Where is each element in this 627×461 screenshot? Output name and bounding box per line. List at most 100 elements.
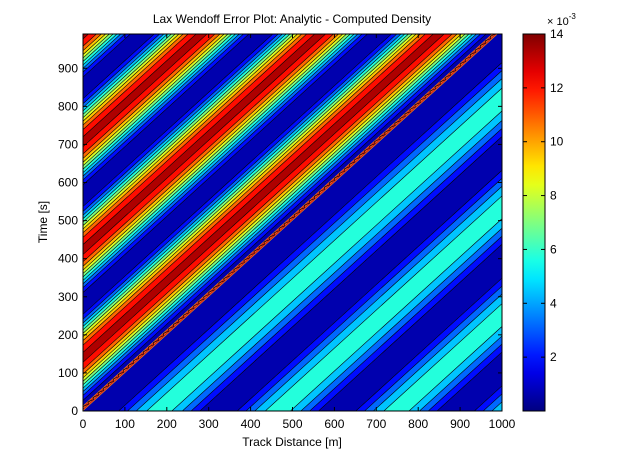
contour-line	[146, 87, 502, 411]
y-axis-label: Time [s]	[36, 201, 50, 243]
x-tick-label: 300	[199, 417, 219, 431]
contour-line	[300, 227, 502, 411]
colorbar-ticks: 2 4 6 8 10 12 14	[523, 27, 564, 364]
y-tick-label: 900	[58, 61, 78, 75]
contour-line	[83, 34, 291, 223]
contour-line	[83, 34, 462, 379]
y-tick-label: 500	[58, 214, 78, 228]
contour-line	[83, 34, 169, 112]
contour-band	[83, 34, 502, 411]
contour-line	[83, 34, 445, 363]
contour-line	[199, 136, 502, 411]
x-tick-label: 700	[366, 417, 386, 431]
contour-line	[83, 34, 355, 281]
contour-line	[83, 34, 197, 138]
contour-line	[83, 34, 417, 338]
contour-line	[383, 303, 502, 411]
contour-line	[408, 326, 502, 411]
contour-line	[83, 34, 176, 119]
x-tick-label: 0	[80, 417, 87, 431]
x-tick-label: 400	[241, 417, 261, 431]
contour-line	[427, 343, 502, 411]
contour-line	[83, 34, 279, 212]
colorbar-tick-label: 2	[550, 350, 557, 364]
contour-line	[181, 120, 502, 411]
contour-line	[289, 218, 502, 411]
x-tick-label: 600	[324, 417, 344, 431]
contour-line	[83, 34, 221, 159]
colorbar-tick-label: 12	[550, 81, 564, 95]
y-tick-label: 0	[71, 404, 78, 418]
contour-line	[83, 34, 482, 396]
y-tick-label: 100	[58, 366, 78, 380]
contour-line	[83, 34, 233, 170]
contour-line	[309, 235, 502, 411]
contour-line	[264, 195, 502, 411]
contour-line	[83, 34, 208, 148]
y-tick-label: 600	[58, 176, 78, 190]
front-contour-line	[83, 34, 496, 410]
contour-line	[83, 34, 335, 263]
colorbar-scale-label: × 10-3	[547, 12, 576, 28]
contour-line	[83, 34, 434, 353]
colorbar-tick-label: 6	[550, 242, 557, 256]
contour-line	[190, 128, 502, 411]
contour-line	[83, 34, 453, 370]
contour-line	[236, 169, 502, 411]
contour-line	[83, 34, 470, 386]
contour-line	[171, 110, 502, 411]
contour-line	[83, 34, 303, 234]
contour-line	[372, 293, 502, 411]
contour-line	[83, 34, 240, 177]
contour-line	[83, 34, 283, 216]
contour-line	[83, 34, 274, 207]
colorbar: 2 4 6 8 10 12 14 × 10-3	[522, 12, 576, 412]
y-tick-label: 400	[58, 252, 78, 266]
contour-line	[83, 34, 392, 315]
contour-band	[83, 34, 495, 408]
colorbar-frame	[522, 33, 546, 412]
contour-line	[83, 34, 426, 346]
x-axis-label: Track Distance [m]	[242, 435, 342, 449]
x-tick-label: 900	[450, 417, 470, 431]
contour-line	[83, 34, 250, 186]
contour-line	[83, 34, 229, 167]
contour-line	[83, 34, 368, 293]
contour-line	[83, 34, 295, 226]
contour-line	[83, 34, 340, 267]
contour-line	[318, 243, 502, 411]
contour-band	[481, 15, 627, 430]
contour-line	[245, 177, 502, 411]
contour-line	[83, 34, 421, 341]
colorbar-gradient	[523, 34, 545, 411]
contour-line	[83, 34, 347, 274]
contour-line	[83, 34, 308, 238]
contour-line	[83, 34, 351, 278]
contour-line	[254, 185, 502, 411]
contour-line	[83, 34, 180, 122]
contour-line	[83, 34, 406, 327]
colorbar-tick-label: 4	[550, 296, 557, 310]
contour-line	[83, 34, 244, 181]
contour-line	[83, 34, 165, 108]
contour-line	[83, 34, 327, 255]
x-tick-label: 100	[115, 417, 135, 431]
x-tick-label: 800	[408, 417, 428, 431]
contour-line	[83, 34, 487, 401]
contour-line	[83, 34, 298, 230]
x-tick-label: 200	[157, 417, 177, 431]
contour-line	[83, 34, 410, 331]
y-tick-label: 800	[58, 99, 78, 113]
contour-line	[83, 34, 359, 285]
contour-line	[135, 78, 502, 411]
colorbar-scale-text: × 10	[547, 16, 569, 28]
y-tick-label: 700	[58, 137, 78, 151]
contour-line	[83, 34, 466, 382]
colorbar-tick-label: 8	[550, 189, 557, 203]
x-tick-label: 1000	[489, 417, 516, 431]
contour-line	[364, 285, 502, 411]
contour-line	[436, 351, 502, 411]
colorbar-tick-label: 10	[550, 135, 564, 149]
contour-line	[118, 62, 502, 411]
